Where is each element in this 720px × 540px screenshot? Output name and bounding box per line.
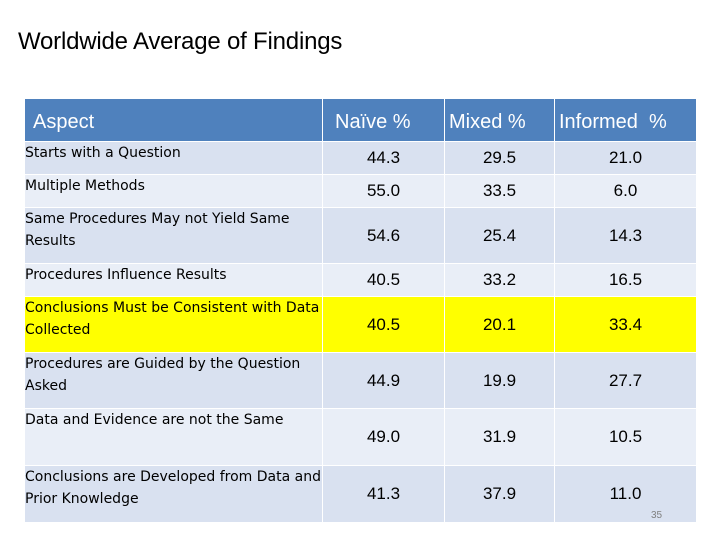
row-mixed: 33.5	[444, 174, 555, 208]
row-naive: 40.5	[322, 263, 445, 297]
table-row: Procedures Influence Results 40.5 33.2 1…	[24, 263, 697, 297]
table-row-highlighted: Conclusions Must be Consistent with Data…	[24, 296, 697, 353]
header-aspect: Aspect	[24, 98, 323, 142]
header-informed: Informed %	[554, 98, 697, 142]
row-mixed: 33.2	[444, 263, 555, 297]
row-informed: 33.4	[554, 296, 697, 353]
row-naive: 54.6	[322, 207, 445, 264]
row-naive: 49.0	[322, 408, 445, 466]
table-row: Starts with a Question 44.3 29.5 21.0	[24, 141, 697, 175]
row-mixed: 25.4	[444, 207, 555, 264]
row-naive: 55.0	[322, 174, 445, 208]
table-row: Multiple Methods 55.0 33.5 6.0	[24, 174, 697, 208]
row-informed: 16.5	[554, 263, 697, 297]
header-mixed: Mixed %	[444, 98, 555, 142]
row-aspect: Starts with a Question	[24, 141, 323, 175]
row-naive: 44.9	[322, 352, 445, 409]
row-mixed: 20.1	[444, 296, 555, 353]
row-aspect: Procedures are Guided by the Question As…	[24, 352, 323, 409]
row-aspect: Procedures Influence Results	[24, 263, 323, 297]
page-number: 35	[651, 510, 663, 521]
row-informed: 6.0	[554, 174, 697, 208]
row-naive: 41.3	[322, 465, 445, 523]
row-aspect: Multiple Methods	[24, 174, 323, 208]
row-aspect: Data and Evidence are not the Same	[24, 408, 323, 466]
row-naive: 40.5	[322, 296, 445, 353]
table-header-row: Aspect Naïve % Mixed % Informed %	[24, 98, 697, 142]
table-row: Data and Evidence are not the Same 49.0 …	[24, 408, 697, 466]
header-naive: Naïve %	[322, 98, 445, 142]
row-aspect: Same Procedures May not Yield Same Resul…	[24, 207, 323, 264]
table-row: Conclusions are Developed from Data and …	[24, 465, 697, 523]
table-row: Procedures are Guided by the Question As…	[24, 352, 697, 409]
row-informed: 21.0	[554, 141, 697, 175]
row-informed: 10.5	[554, 408, 697, 466]
row-informed: 14.3	[554, 207, 697, 264]
row-informed: 11.0	[554, 465, 697, 523]
row-mixed: 29.5	[444, 141, 555, 175]
row-aspect: Conclusions are Developed from Data and …	[24, 465, 323, 523]
findings-table: Aspect Naïve % Mixed % Informed % Starts…	[24, 98, 697, 523]
row-mixed: 37.9	[444, 465, 555, 523]
row-mixed: 19.9	[444, 352, 555, 409]
row-naive: 44.3	[322, 141, 445, 175]
row-aspect: Conclusions Must be Consistent with Data…	[24, 296, 323, 353]
slide-title: Worldwide Average of Findings	[18, 28, 343, 55]
table-row: Same Procedures May not Yield Same Resul…	[24, 207, 697, 264]
row-mixed: 31.9	[444, 408, 555, 466]
row-informed: 27.7	[554, 352, 697, 409]
